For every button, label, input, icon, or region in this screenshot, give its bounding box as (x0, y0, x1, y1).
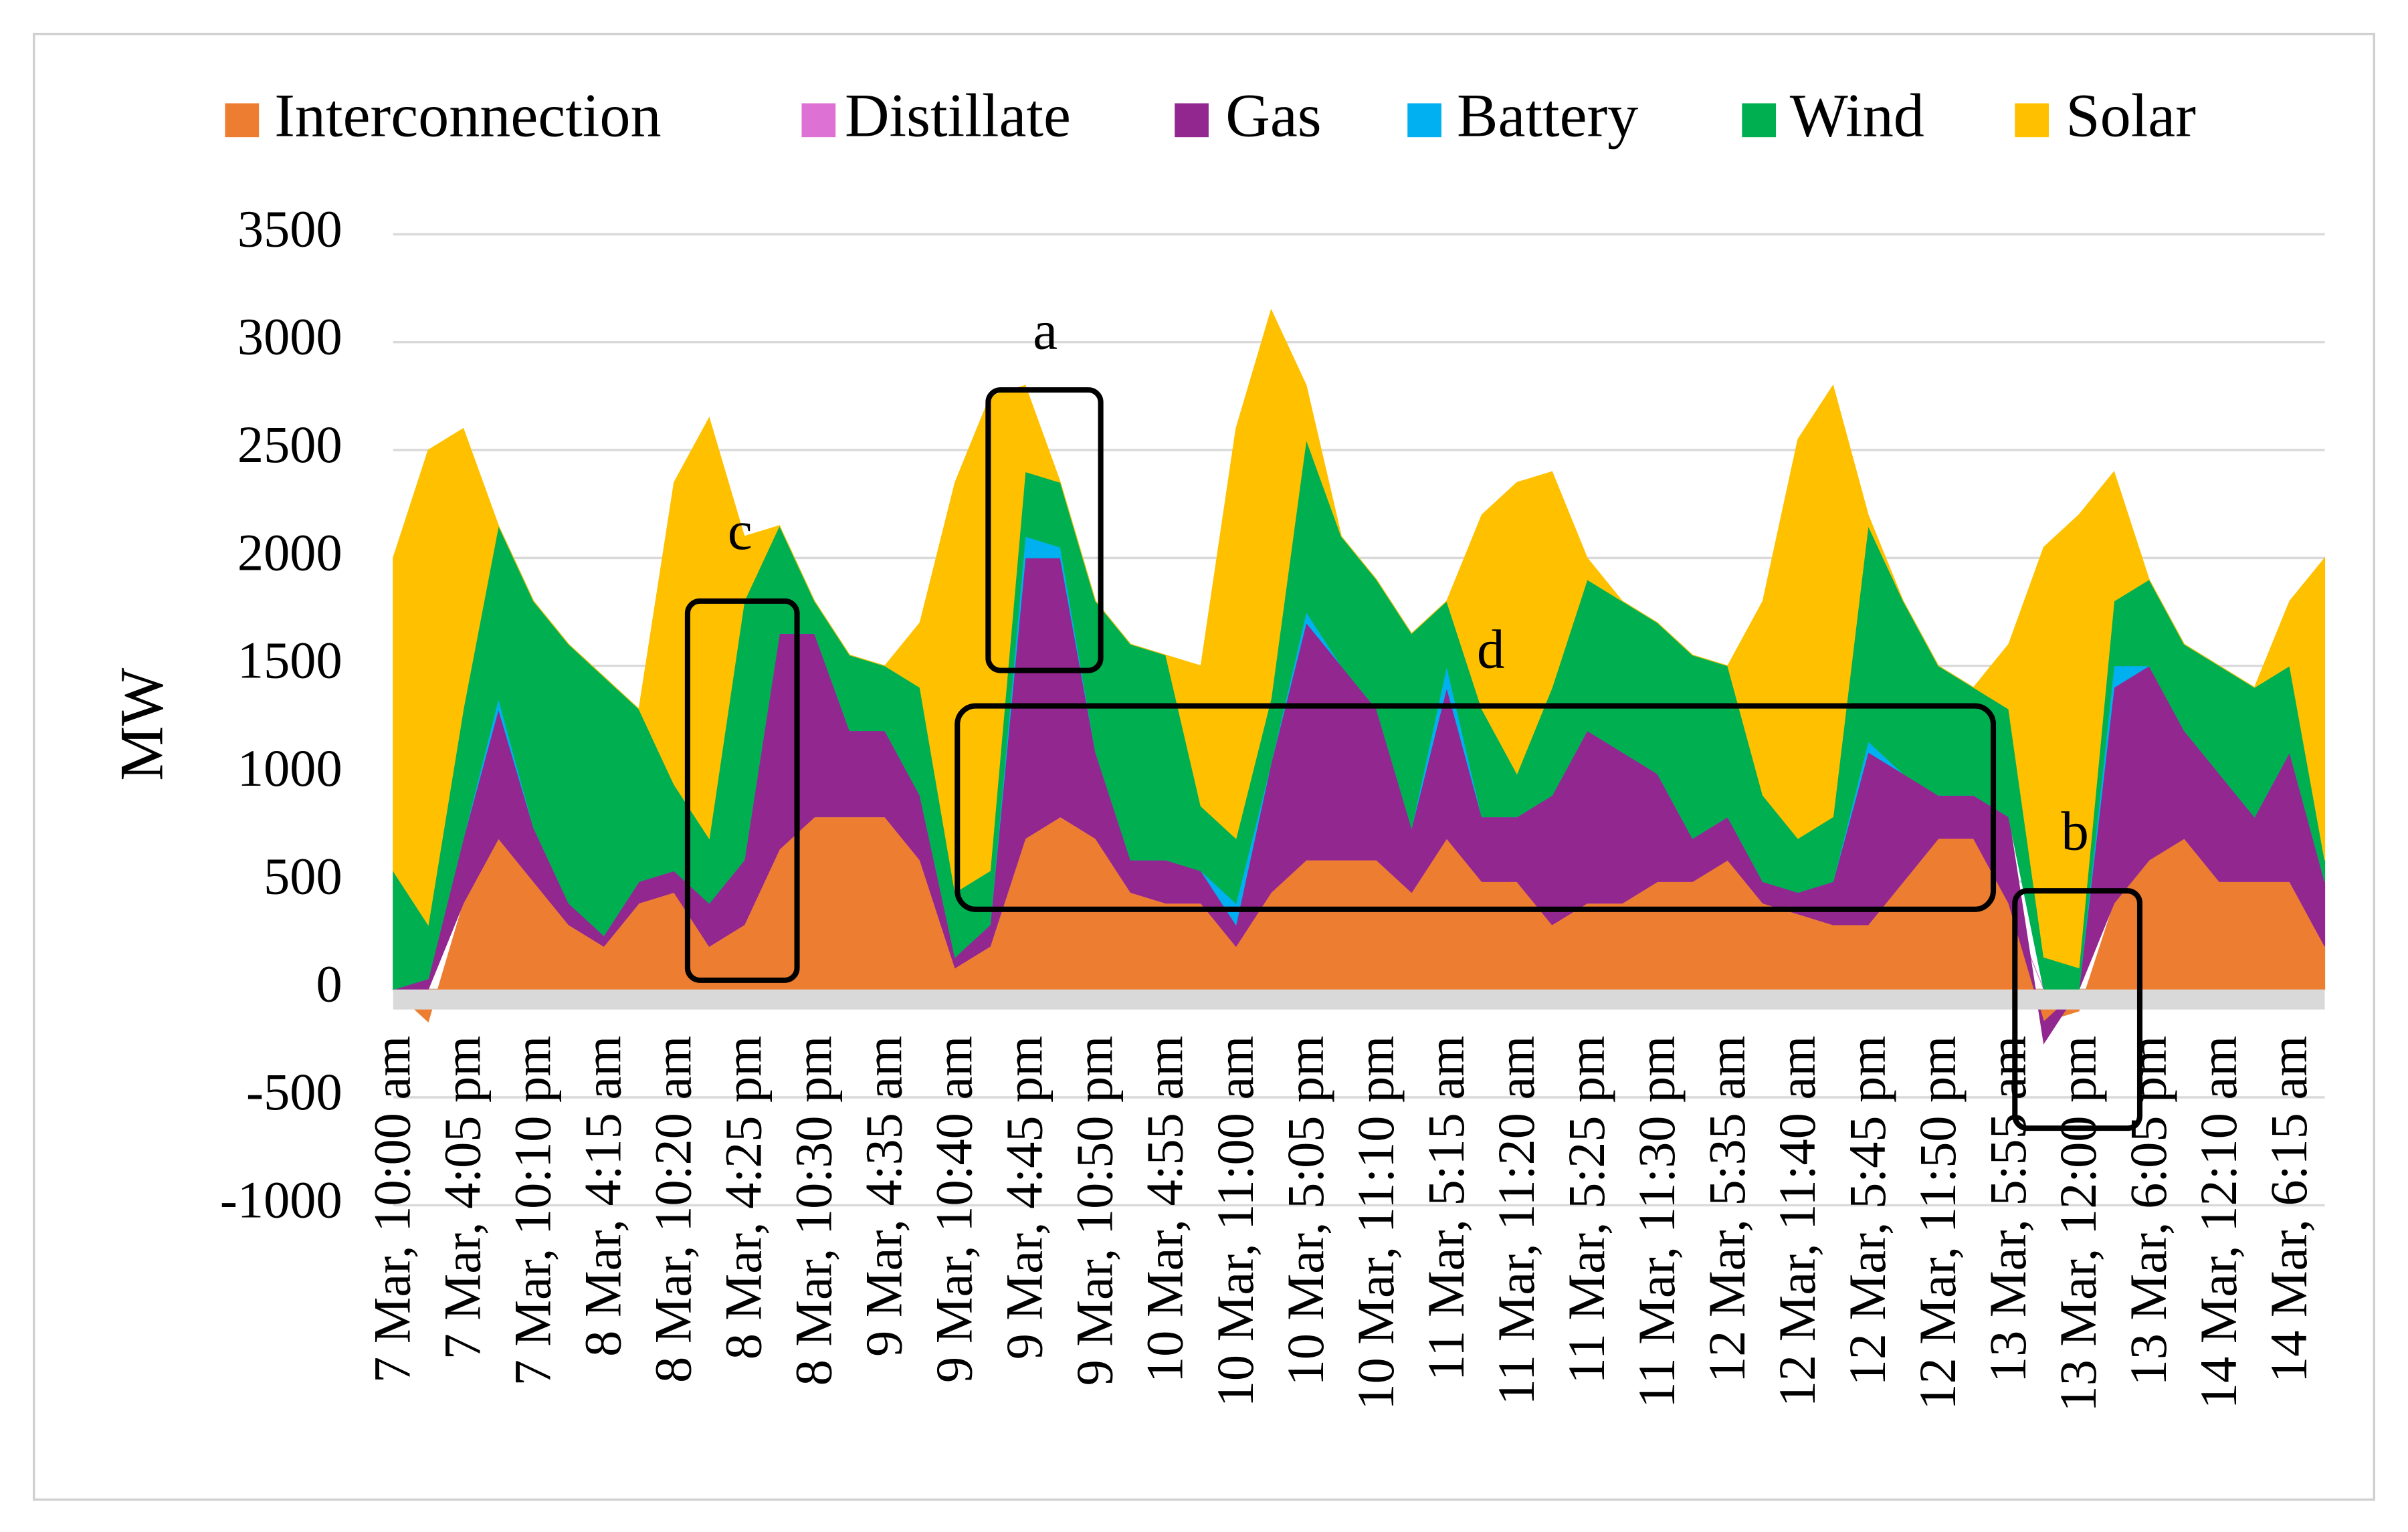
y-tick-label: 1000 (237, 739, 342, 797)
annotation-box (985, 387, 1104, 673)
x-tick-label: 12 Mar, 5:45 pm (1838, 1036, 1896, 1386)
x-tick-label: 11 Mar, 11:30 pm (1627, 1036, 1686, 1408)
axes: -1000 -500 0 500 1000 1500 2000 2500 3000 3500 7 M… (220, 199, 2325, 1412)
y-tick-label: 0 (316, 955, 342, 1013)
annotation-box (955, 703, 1997, 912)
y-axis-title: MW (107, 668, 175, 781)
x-tick-label: 10 Mar, 11:00 am (1206, 1036, 1264, 1407)
x-tick-label: 7 Mar, 4:05 pm (433, 1036, 492, 1359)
y-tick-label: 3500 (237, 199, 342, 257)
x-tick-label: 10 Mar, 11:10 pm (1346, 1036, 1405, 1410)
annotation-label: a (1033, 300, 1058, 361)
legend-label: Solar (2066, 81, 2196, 149)
legend-swatch (1175, 103, 1209, 138)
x-axis-line (393, 989, 2325, 1010)
x-tick-label: 7 Mar, 10:00 am (363, 1036, 421, 1383)
x-tick-label: 11 Mar, 5:15 am (1417, 1036, 1475, 1381)
x-tick-label: 9 Mar, 4:45 pm (995, 1036, 1054, 1359)
y-tick-label: 500 (264, 847, 342, 905)
areas (392, 308, 2326, 1045)
x-tick-label: 10 Mar, 4:55 am (1136, 1036, 1194, 1383)
x-tick-label: 8 Mar, 10:20 am (644, 1036, 702, 1383)
y-tick-label: 3000 (237, 308, 342, 366)
annotation-label: c (728, 500, 752, 561)
legend-label: Wind (1790, 81, 1924, 149)
x-tick-label: 8 Mar, 4:15 am (574, 1036, 632, 1357)
y-tick-label: -500 (246, 1063, 342, 1121)
legend-label: Gas (1225, 81, 1321, 149)
x-tick-label: 11 Mar, 5:25 pm (1557, 1036, 1615, 1384)
legend-swatch (1407, 103, 1441, 138)
x-tick-label: 14 Mar, 12:10 am (2189, 1036, 2247, 1409)
x-tick-label: 12 Mar, 11:50 pm (1908, 1036, 1967, 1410)
x-tick-label: 9 Mar, 10:40 am (925, 1036, 983, 1383)
legend-swatch (225, 103, 260, 138)
x-tick-label: 8 Mar, 4:25 pm (714, 1036, 773, 1359)
x-tick-label: 13 Mar, 5:55 am (1979, 1036, 2037, 1383)
legend-label: Distillate (845, 81, 1071, 149)
x-tick-label: 12 Mar, 11:40 am (1768, 1036, 1826, 1407)
x-tick-label: 12 Mar, 5:35 am (1698, 1036, 1756, 1383)
annotations (684, 387, 2143, 1131)
x-tick-label: 7 Mar, 10:10 pm (504, 1036, 562, 1386)
annotation-label: d (1477, 619, 1504, 680)
x-tick-label: 11 Mar, 11:20 am (1487, 1036, 1545, 1406)
x-tick-label: 13 Mar, 12:00 pm (2049, 1036, 2107, 1412)
x-tick-label: 9 Mar, 4:35 am (855, 1036, 913, 1357)
x-tick-label: 9 Mar, 10:50 pm (1066, 1036, 1124, 1386)
x-tick-label: 10 Mar, 5:05 pm (1276, 1036, 1334, 1386)
y-tick-label: 2000 (237, 523, 342, 581)
x-tick-label: 8 Mar, 10:30 pm (785, 1036, 843, 1386)
y-tick-label: 2500 (237, 415, 342, 473)
legend-label: Interconnection (274, 81, 661, 149)
x-tick-label: 14 Mar, 6:15 am (2260, 1036, 2318, 1383)
legend-label: Battery (1457, 81, 1638, 149)
area (393, 308, 2326, 969)
legend: Interconnection Distillate Gas Battery Wind S… (225, 81, 2196, 149)
y-tick-label: -1000 (220, 1170, 342, 1228)
legend-swatch (2015, 103, 2049, 138)
annotation-label: b (2061, 800, 2088, 862)
y-tick-label: 1500 (237, 631, 342, 689)
x-tick-label: 13 Mar, 6:05 pm (2119, 1036, 2177, 1386)
legend-swatch (1742, 103, 1777, 138)
legend-swatch (801, 103, 836, 138)
annotation-box (684, 598, 800, 983)
annotation-box (2012, 888, 2143, 1131)
